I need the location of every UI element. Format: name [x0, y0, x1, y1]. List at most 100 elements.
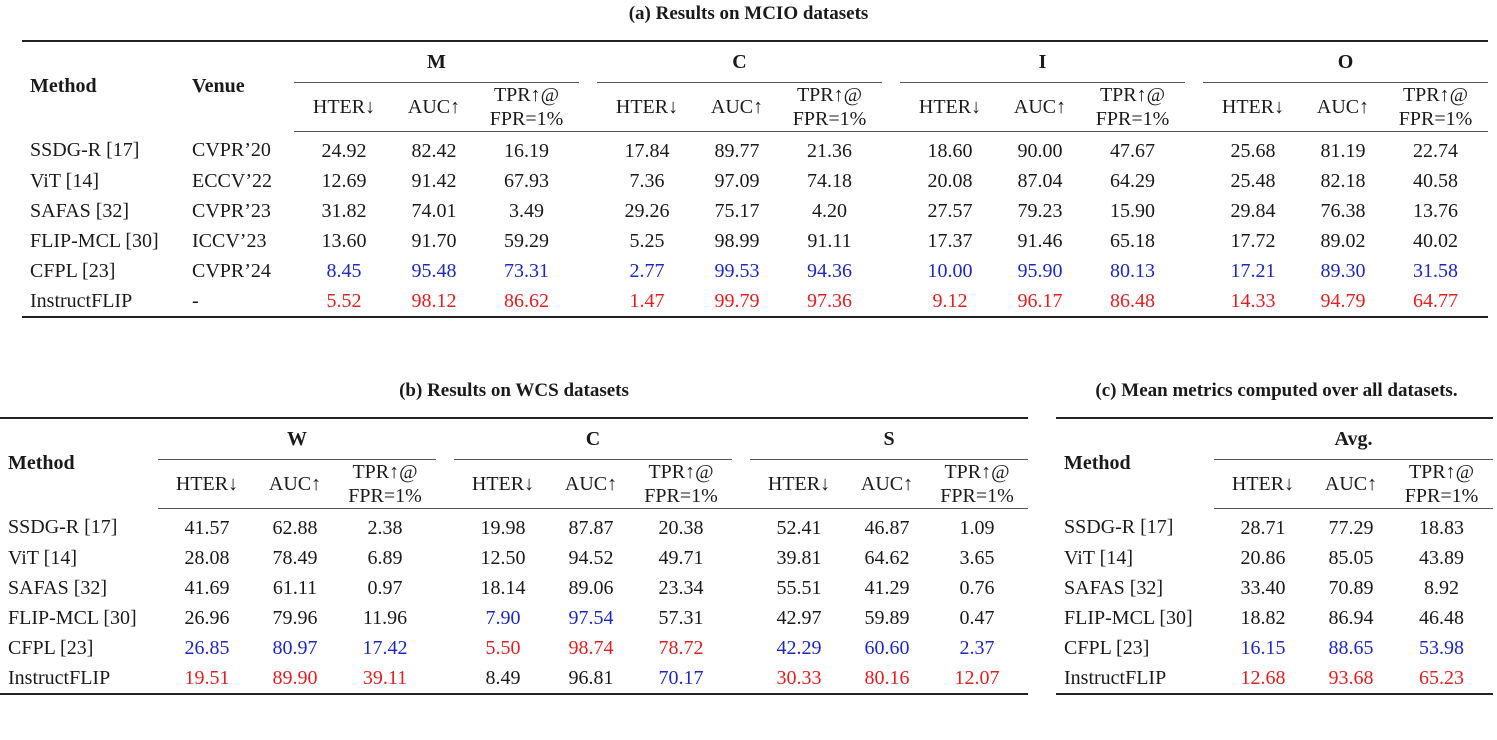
hter-header: HTER↓ — [1214, 459, 1312, 509]
column-gap — [882, 132, 900, 167]
column-gap — [732, 573, 750, 603]
table-row: SAFAS [32] 41.69 61.11 0.97 18.14 89.06 23.34 5… — [0, 573, 1028, 603]
tpr-fpr-header: TPR↑@ FPR=1% — [474, 82, 579, 132]
metric-value: 26.85 — [184, 636, 230, 659]
metric-value: 41.57 — [184, 516, 230, 539]
method-name: ViT [14] — [8, 546, 77, 569]
metric-value: 43.89 — [1419, 546, 1464, 569]
metric-value: 80.97 — [272, 636, 318, 659]
metric-value: 8.92 — [1424, 576, 1459, 599]
method-name: CFPL [23] — [30, 259, 116, 282]
metric-value: 3.49 — [509, 199, 544, 222]
method-header: Method — [8, 452, 75, 475]
tpr-label: TPR↑@ — [1408, 461, 1475, 483]
method-name: FLIP-MCL [30] — [1064, 606, 1193, 629]
metric-value: 98.12 — [411, 289, 457, 312]
table-row: FLIP-MCL [30] ICCV’23 13.60 91.70 59.29 5.25 9… — [22, 226, 1488, 256]
column-gap — [882, 256, 900, 286]
metric-value: 31.58 — [1413, 259, 1458, 282]
metric-value: 0.76 — [959, 576, 995, 599]
auc-header: AUC↑ — [394, 82, 474, 132]
metric-value: 18.14 — [480, 576, 526, 599]
group-header-o: O — [1203, 41, 1488, 83]
metric-value: 97.54 — [568, 606, 614, 629]
method-name: InstructFLIP — [8, 666, 111, 689]
metric-value: 91.70 — [411, 229, 457, 252]
metric-value: 79.96 — [272, 606, 318, 629]
metric-value: 97.36 — [807, 289, 852, 312]
venue: CVPR’20 — [192, 139, 271, 162]
tpr-label: TPR↑@ — [648, 461, 714, 483]
auc-header: AUC↑ — [697, 82, 777, 132]
metric-value: 81.19 — [1320, 139, 1366, 162]
column-gap — [882, 226, 900, 256]
hter-header: HTER↓ — [454, 459, 552, 509]
column-gap — [882, 82, 900, 132]
metric-value: 89.90 — [272, 666, 318, 689]
hter-header: HTER↓ — [750, 459, 848, 509]
metric-value: 0.47 — [959, 606, 995, 629]
metric-value: 98.99 — [714, 229, 760, 252]
metric-value: 1.47 — [629, 289, 665, 312]
auc-header: AUC↑ — [552, 459, 630, 509]
method-name: ViT [14] — [1064, 546, 1133, 569]
table-row: SSDG-R [17] CVPR’20 24.92 82.42 16.19 17.84 89… — [22, 132, 1488, 167]
metric-value: 89.06 — [568, 576, 614, 599]
metric-value: 49.71 — [658, 546, 704, 569]
column-gap — [732, 603, 750, 633]
metric-value: 89.30 — [1320, 259, 1366, 282]
metric-value: 27.57 — [927, 199, 973, 222]
tpr-label: TPR↑@ — [1402, 84, 1469, 106]
column-gap — [1185, 196, 1203, 226]
metric-value: 2.38 — [367, 516, 403, 539]
metric-value: 59.89 — [864, 606, 910, 629]
method-name: SSDG-R [17] — [8, 516, 118, 539]
metric-value: 47.67 — [1110, 139, 1155, 162]
metric-value: 42.97 — [776, 606, 822, 629]
metric-value: 46.87 — [864, 516, 910, 539]
venue-header: Venue — [192, 75, 245, 98]
table-row: FLIP-MCL [30] 18.82 86.94 46.48 — [1056, 603, 1493, 633]
method-name: FLIP-MCL [30] — [8, 606, 137, 629]
mcio-results-table: Method Venue M C I O HTER↓ AUC↑ TPR↑@ FPR=1… — [22, 40, 1488, 318]
auc-header: AUC↑ — [1312, 459, 1390, 509]
metric-value: 17.21 — [1230, 259, 1276, 282]
metric-value: 70.89 — [1328, 576, 1374, 599]
metric-value: 29.26 — [624, 199, 670, 222]
tpr-fpr-header: TPR↑@ FPR=1% — [1383, 82, 1488, 132]
metric-value: 18.60 — [927, 139, 973, 162]
auc-header: AUC↑ — [1303, 82, 1383, 132]
hter-header: HTER↓ — [158, 459, 256, 509]
metric-value: 14.33 — [1230, 289, 1276, 312]
column-gap — [436, 459, 454, 509]
metric-value: 0.97 — [367, 576, 403, 599]
metric-value: 20.86 — [1240, 546, 1286, 569]
metric-value: 5.50 — [485, 636, 521, 659]
column-gap — [579, 226, 597, 256]
metric-value: 39.81 — [776, 546, 822, 569]
column-gap — [1185, 82, 1203, 132]
table-row: CFPL [23] CVPR’24 8.45 95.48 73.31 2.77 99.53 9… — [22, 256, 1488, 286]
column-gap — [732, 509, 750, 544]
table-row: SAFAS [32] 33.40 70.89 8.92 — [1056, 573, 1493, 603]
metric-value: 97.09 — [714, 169, 760, 192]
table-row: ViT [14] 28.08 78.49 6.89 12.50 94.52 49.71 39.… — [0, 543, 1028, 573]
metric-value: 65.18 — [1110, 229, 1155, 252]
metric-value: 40.58 — [1413, 169, 1458, 192]
column-gap — [436, 543, 454, 573]
metric-value: 40.02 — [1413, 229, 1458, 252]
metric-value: 80.13 — [1110, 259, 1155, 282]
metric-value: 17.37 — [927, 229, 973, 252]
metric-value: 10.00 — [927, 259, 973, 282]
metric-value: 1.09 — [959, 516, 995, 539]
fpr-label: FPR=1% — [1398, 108, 1473, 130]
tpr-fpr-header: TPR↑@ FPR=1% — [334, 459, 436, 509]
metric-value: 98.74 — [568, 636, 614, 659]
tpr-label: TPR↑@ — [493, 84, 560, 106]
metric-value: 16.15 — [1240, 636, 1286, 659]
metric-value: 5.25 — [629, 229, 665, 252]
hter-header: HTER↓ — [597, 82, 697, 132]
metric-value: 86.48 — [1110, 289, 1155, 312]
table-row: InstructFLIP 19.51 89.90 39.11 8.49 96.81 70.1… — [0, 663, 1028, 694]
metric-value: 24.92 — [321, 139, 367, 162]
